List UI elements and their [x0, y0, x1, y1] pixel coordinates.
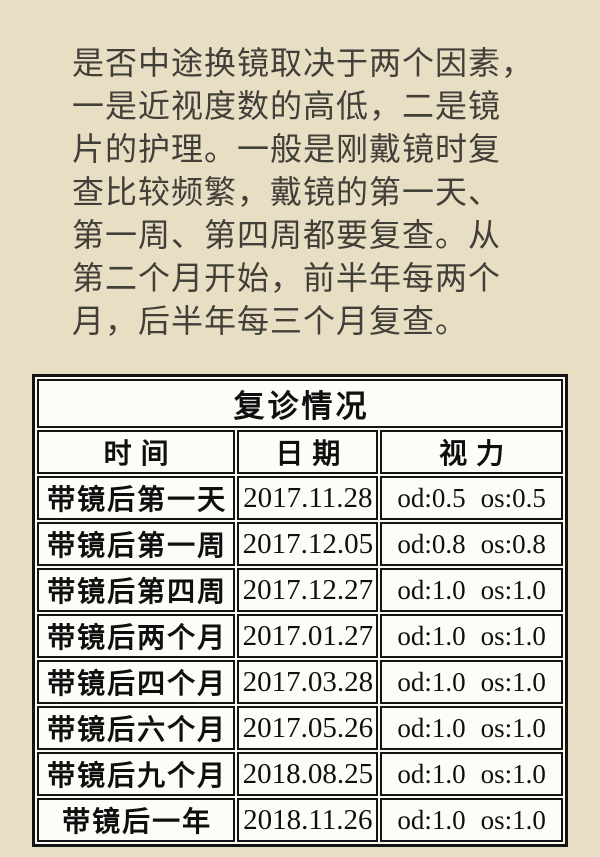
intro-line: 月，后半年每三个月复查。: [72, 303, 469, 339]
intro-line: 第二个月开始，前半年每两个: [72, 260, 502, 296]
time-cell: 带镜后一年: [37, 798, 236, 842]
os-value: os:1.0: [480, 620, 546, 651]
table-row: 带镜后九个月 2018.08.25 od:1.0 os:1.0: [37, 752, 563, 796]
date-cell: 2017.11.28: [237, 476, 379, 520]
date-cell: 2018.08.25: [237, 752, 379, 796]
date-cell: 2017.01.27: [237, 614, 379, 658]
table-row: 带镜后第一周 2017.12.05 od:0.8 os:0.8: [37, 522, 563, 566]
od-value: od:0.8: [397, 528, 466, 559]
intro-line: 第一周、第四周都要复查。从: [72, 217, 502, 253]
vision-cell: od:1.0 os:1.0: [380, 706, 563, 750]
table-title: 复诊情况: [37, 379, 563, 428]
date-cell: 2017.03.28: [237, 660, 379, 704]
table-title-row: 复诊情况: [37, 379, 563, 428]
os-value: os:1.0: [480, 758, 546, 789]
od-value: od:1.0: [397, 758, 466, 789]
od-value: od:1.0: [397, 712, 466, 743]
time-cell: 带镜后第一周: [37, 522, 236, 566]
os-value: os:0.5: [480, 482, 546, 513]
od-value: od:1.0: [397, 574, 466, 605]
os-value: os:1.0: [480, 666, 546, 697]
time-cell: 带镜后四个月: [37, 660, 236, 704]
table-header-row: 时间 日期 视力: [37, 430, 563, 474]
table-row: 带镜后六个月 2017.05.26 od:1.0 os:1.0: [37, 706, 563, 750]
os-value: os:1.0: [480, 712, 546, 743]
time-cell: 带镜后两个月: [37, 614, 236, 658]
time-cell: 带镜后第四周: [37, 568, 236, 612]
date-cell: 2017.05.26: [237, 706, 379, 750]
vision-cell: od:1.0 os:1.0: [380, 660, 563, 704]
followup-table: 复诊情况 时间 日期 视力 带镜后第一天 2017.11.28 od:0.5 os…: [32, 374, 568, 847]
time-cell: 带镜后第一天: [37, 476, 236, 520]
vision-cell: od:1.0 os:1.0: [380, 614, 563, 658]
column-header-date: 日期: [237, 430, 379, 474]
intro-paragraph: 是否中途换镜取决于两个因素， 一是近视度数的高低，二是镜 片的护理。一般是刚戴镜…: [0, 0, 600, 343]
table-row: 带镜后第一天 2017.11.28 od:0.5 os:0.5: [37, 476, 563, 520]
vision-cell: od:0.5 os:0.5: [380, 476, 563, 520]
vision-cell: od:1.0 os:1.0: [380, 568, 563, 612]
time-cell: 带镜后六个月: [37, 706, 236, 750]
od-value: od:1.0: [397, 620, 466, 651]
os-value: os:0.8: [480, 528, 546, 559]
column-header-vision: 视力: [380, 430, 563, 474]
intro-line: 是否中途换镜取决于两个因素，: [72, 45, 535, 81]
time-cell: 带镜后九个月: [37, 752, 236, 796]
vision-cell: od:0.8 os:0.8: [380, 522, 563, 566]
column-header-time: 时间: [37, 430, 236, 474]
date-cell: 2017.12.27: [237, 568, 379, 612]
table-row: 带镜后四个月 2017.03.28 od:1.0 os:1.0: [37, 660, 563, 704]
os-value: os:1.0: [480, 574, 546, 605]
intro-line: 一是近视度数的高低，二是镜: [72, 88, 502, 124]
od-value: od:1.0: [397, 804, 466, 835]
date-cell: 2018.11.26: [237, 798, 379, 842]
intro-line: 查比较频繁，戴镜的第一天、: [72, 174, 502, 210]
od-value: od:1.0: [397, 666, 466, 697]
vision-cell: od:1.0 os:1.0: [380, 752, 563, 796]
table-row: 带镜后两个月 2017.01.27 od:1.0 os:1.0: [37, 614, 563, 658]
od-value: od:0.5: [397, 482, 466, 513]
date-cell: 2017.12.05: [237, 522, 379, 566]
table-row: 带镜后第四周 2017.12.27 od:1.0 os:1.0: [37, 568, 563, 612]
table-row: 带镜后一年 2018.11.26 od:1.0 os:1.0: [37, 798, 563, 842]
os-value: os:1.0: [480, 804, 546, 835]
intro-line: 片的护理。一般是刚戴镜时复: [72, 131, 502, 167]
vision-cell: od:1.0 os:1.0: [380, 798, 563, 842]
